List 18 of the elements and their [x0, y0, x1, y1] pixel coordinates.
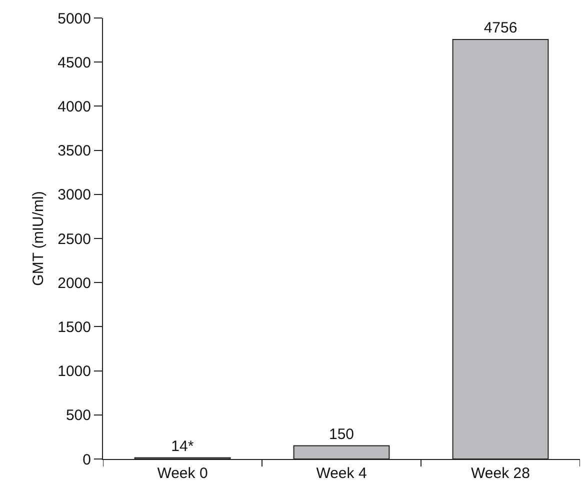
y-tick-label: 5000: [58, 10, 91, 28]
x-tick-label: Week 0: [157, 465, 208, 482]
x-tick-label: Week 4: [316, 465, 367, 482]
y-tick-label: 3000: [58, 186, 91, 204]
y-tick-label: 1500: [58, 318, 91, 336]
data-label: 4756: [484, 20, 518, 37]
y-tick-label: 1000: [58, 363, 91, 380]
y-axis-title: GMT (mIU/ml): [30, 191, 47, 286]
x-tick-label: Week 28: [471, 465, 530, 482]
y-tick-label: 2500: [58, 230, 91, 248]
y-tick-label: 4000: [58, 98, 91, 116]
y-tick-label: 0: [82, 451, 91, 468]
data-label: 150: [328, 426, 354, 443]
y-tick-label: 500: [66, 407, 91, 424]
y-tick-label: 4500: [58, 54, 91, 72]
y-tick-label: 3500: [58, 142, 91, 160]
data-label: 14*: [171, 438, 194, 455]
y-tick-label: 2000: [58, 274, 91, 292]
